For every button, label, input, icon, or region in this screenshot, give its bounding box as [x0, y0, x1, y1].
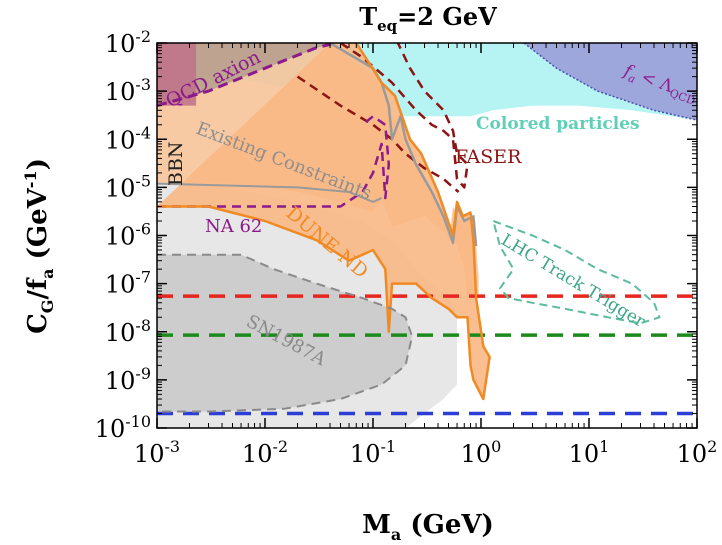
y-tick-base: 10: [105, 223, 136, 251]
x-tick-base: 10: [677, 440, 708, 468]
region-bbn: [157, 43, 197, 106]
label-fa-lambda-qcd: fa < ΛQCD: [619, 60, 700, 108]
x-tick-label: 10-2: [242, 437, 288, 468]
x-tick-label: 101: [569, 437, 610, 468]
fa-sub: a: [627, 72, 638, 86]
y-tick-base: 10: [105, 319, 136, 347]
x-tick-base: 10: [461, 440, 492, 468]
curves: [157, 43, 697, 413]
x-tick-label: 102: [677, 437, 718, 468]
xlabel-main: M: [362, 510, 391, 540]
y-tick-base: 10: [105, 367, 136, 395]
x-tick-base: 10: [242, 440, 273, 468]
curve-lhc: [492, 220, 661, 325]
ylabel-unit-sup: -1: [21, 170, 40, 188]
ylabel-sub1: G: [38, 300, 57, 314]
y-tick-base: 10: [105, 271, 136, 299]
y-tick-label: 10-3: [105, 75, 151, 106]
label-faser: FASER: [455, 146, 522, 168]
x-axis: 10-3 10-2 10-1 100 101 102: [134, 43, 717, 468]
x-tick-label: 100: [461, 437, 502, 468]
y-tick-base: 10: [105, 78, 136, 106]
y-tick-label: 10-5: [105, 171, 151, 202]
y-tick-exp: -2: [135, 27, 151, 46]
region-fa-region: [524, 43, 697, 121]
region-qcd-axion: [157, 43, 330, 106]
x-axis-label: Ma (GeV): [362, 510, 494, 544]
y-tick-label: 10-4: [105, 123, 151, 154]
label-colored-particles: Colored particles: [476, 114, 640, 134]
curve-faser-inner: [296, 75, 460, 193]
curve-sn: [157, 253, 414, 413]
y-tick-label: 10-10: [95, 412, 151, 443]
curve-fa-line: [523, 43, 697, 121]
y-tick-label: 10-2: [105, 27, 151, 58]
y-tick-label: 10-8: [105, 316, 151, 347]
y-tick-base: 10: [105, 174, 136, 202]
y-tick-exp: -8: [135, 316, 151, 335]
label-na62: NA 62: [205, 216, 262, 237]
x-tick-exp: -1: [380, 437, 396, 456]
y-tick-label: 10-9: [105, 364, 151, 395]
y-tick-base: 10: [105, 30, 136, 58]
title-sub: eq: [377, 17, 398, 35]
y-tick-exp: -7: [135, 268, 151, 287]
y-tick-exp: -3: [135, 75, 151, 94]
x-tick-exp: -2: [272, 437, 288, 456]
x-tick-base: 10: [350, 440, 381, 468]
xlabel-unit: (GeV): [401, 510, 494, 540]
y-axis-label: CG/fa (GeV-1): [21, 158, 57, 334]
y-tick-base: 10: [105, 126, 136, 154]
label-bbn: BBN: [165, 141, 187, 186]
x-tick-label: 10-3: [134, 437, 180, 468]
curve-existing-low: [157, 182, 383, 203]
x-tick-exp: 0: [491, 437, 501, 456]
x-tick-base: 10: [134, 440, 165, 468]
y-tick-exp: -5: [135, 171, 151, 190]
ylabel-sub2: a: [38, 268, 57, 278]
y-tick-exp: -10: [125, 412, 151, 431]
y-tick-label: 10-7: [105, 268, 151, 299]
x-tick-base: 10: [569, 440, 600, 468]
y-tick-exp: -9: [135, 364, 151, 383]
y-tick-exp: -6: [135, 220, 151, 239]
benchmark-lines: [157, 294, 697, 416]
title-main: T: [359, 2, 377, 31]
ylabel-mid: /f: [23, 277, 53, 299]
x-tick-exp: -3: [164, 437, 180, 456]
curve-qcd-axion: [157, 43, 336, 108]
y-tick-label: 10-6: [105, 220, 151, 251]
x-tick-label: 10-1: [350, 437, 396, 468]
ylabel-unit: (GeV: [23, 187, 53, 268]
y-tick-exp: -4: [135, 123, 151, 142]
x-tick-exp: 2: [707, 437, 717, 456]
ylabel-close: ): [23, 158, 53, 170]
xlabel-sub: a: [391, 525, 401, 544]
x-tick-exp: 1: [599, 437, 609, 456]
ylabel-main: C: [23, 313, 53, 334]
y-tick-base: 10: [95, 415, 126, 443]
curve-na62: [157, 115, 391, 208]
title-rest: =2 GeV: [397, 2, 497, 31]
curve-faser-outer: [339, 43, 469, 189]
curve-dune-outline: [157, 43, 491, 401]
chart-title: Teq=2 GeV: [359, 2, 497, 35]
